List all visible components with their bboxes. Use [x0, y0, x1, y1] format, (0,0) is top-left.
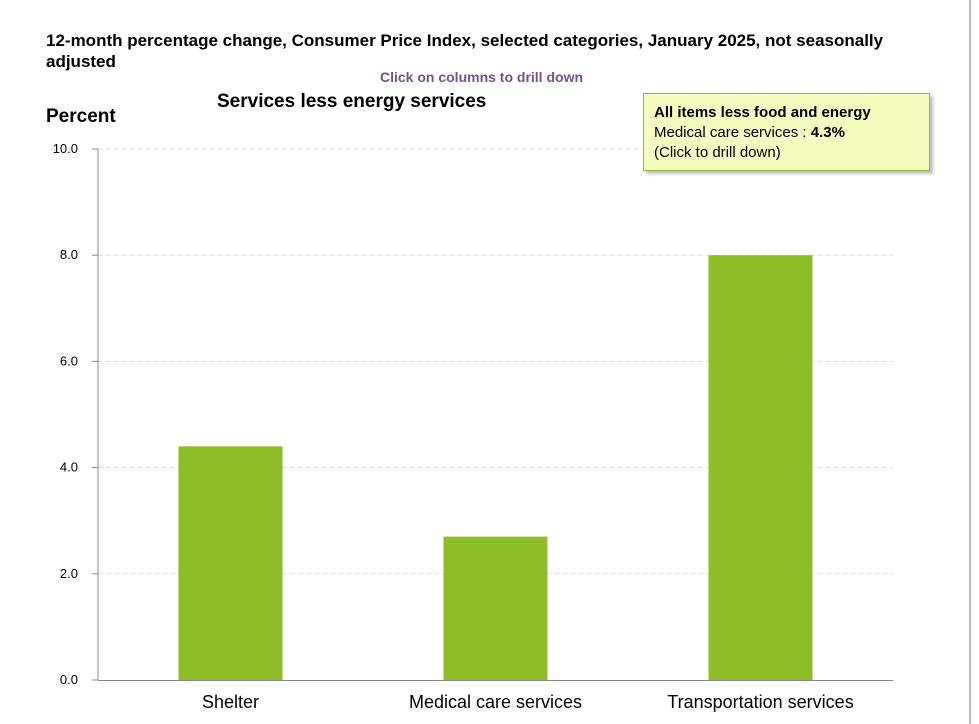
x-category-label: Transportation services	[667, 692, 853, 712]
axis-labels: 0.0 2.0 4.0 6.0 8.0 10.0 Shelter Medical care s…	[53, 141, 854, 712]
y-tick-label: 10.0	[53, 141, 78, 156]
x-category-label: Shelter	[202, 692, 259, 712]
y-tick-label: 4.0	[60, 460, 78, 475]
y-tick-label: 2.0	[60, 566, 78, 581]
tooltip-note: (Click to drill down)	[654, 144, 781, 161]
axes	[92, 148, 893, 681]
bar-transportation-services[interactable]	[708, 255, 813, 680]
drill-down-tooltip[interactable]: All items less food and energy Medical c…	[643, 93, 930, 171]
tooltip-item-value: 4.3%	[810, 124, 845, 141]
y-tick-label: 8.0	[60, 247, 78, 262]
bars	[178, 255, 813, 680]
drill-down-hint: Click on columns to drill down	[380, 69, 584, 85]
page-title: 12-month percentage change, Consumer Pri…	[46, 31, 884, 71]
bar-medical-care-services[interactable]	[443, 536, 548, 680]
y-tick-label: 0.0	[60, 672, 78, 687]
tooltip-item-label: Medical care services :	[654, 124, 811, 141]
x-category-label: Medical care services	[409, 692, 582, 712]
tooltip-heading: All items less food and energy	[654, 104, 871, 121]
frame-border	[969, 0, 971, 724]
y-tick-label: 6.0	[60, 353, 78, 368]
tooltip-item: Medical care services : 4.3%	[654, 123, 919, 143]
chart-title: Services less energy services	[217, 91, 487, 112]
y-axis-label: Percent	[46, 106, 116, 127]
bar-shelter[interactable]	[178, 446, 283, 680]
